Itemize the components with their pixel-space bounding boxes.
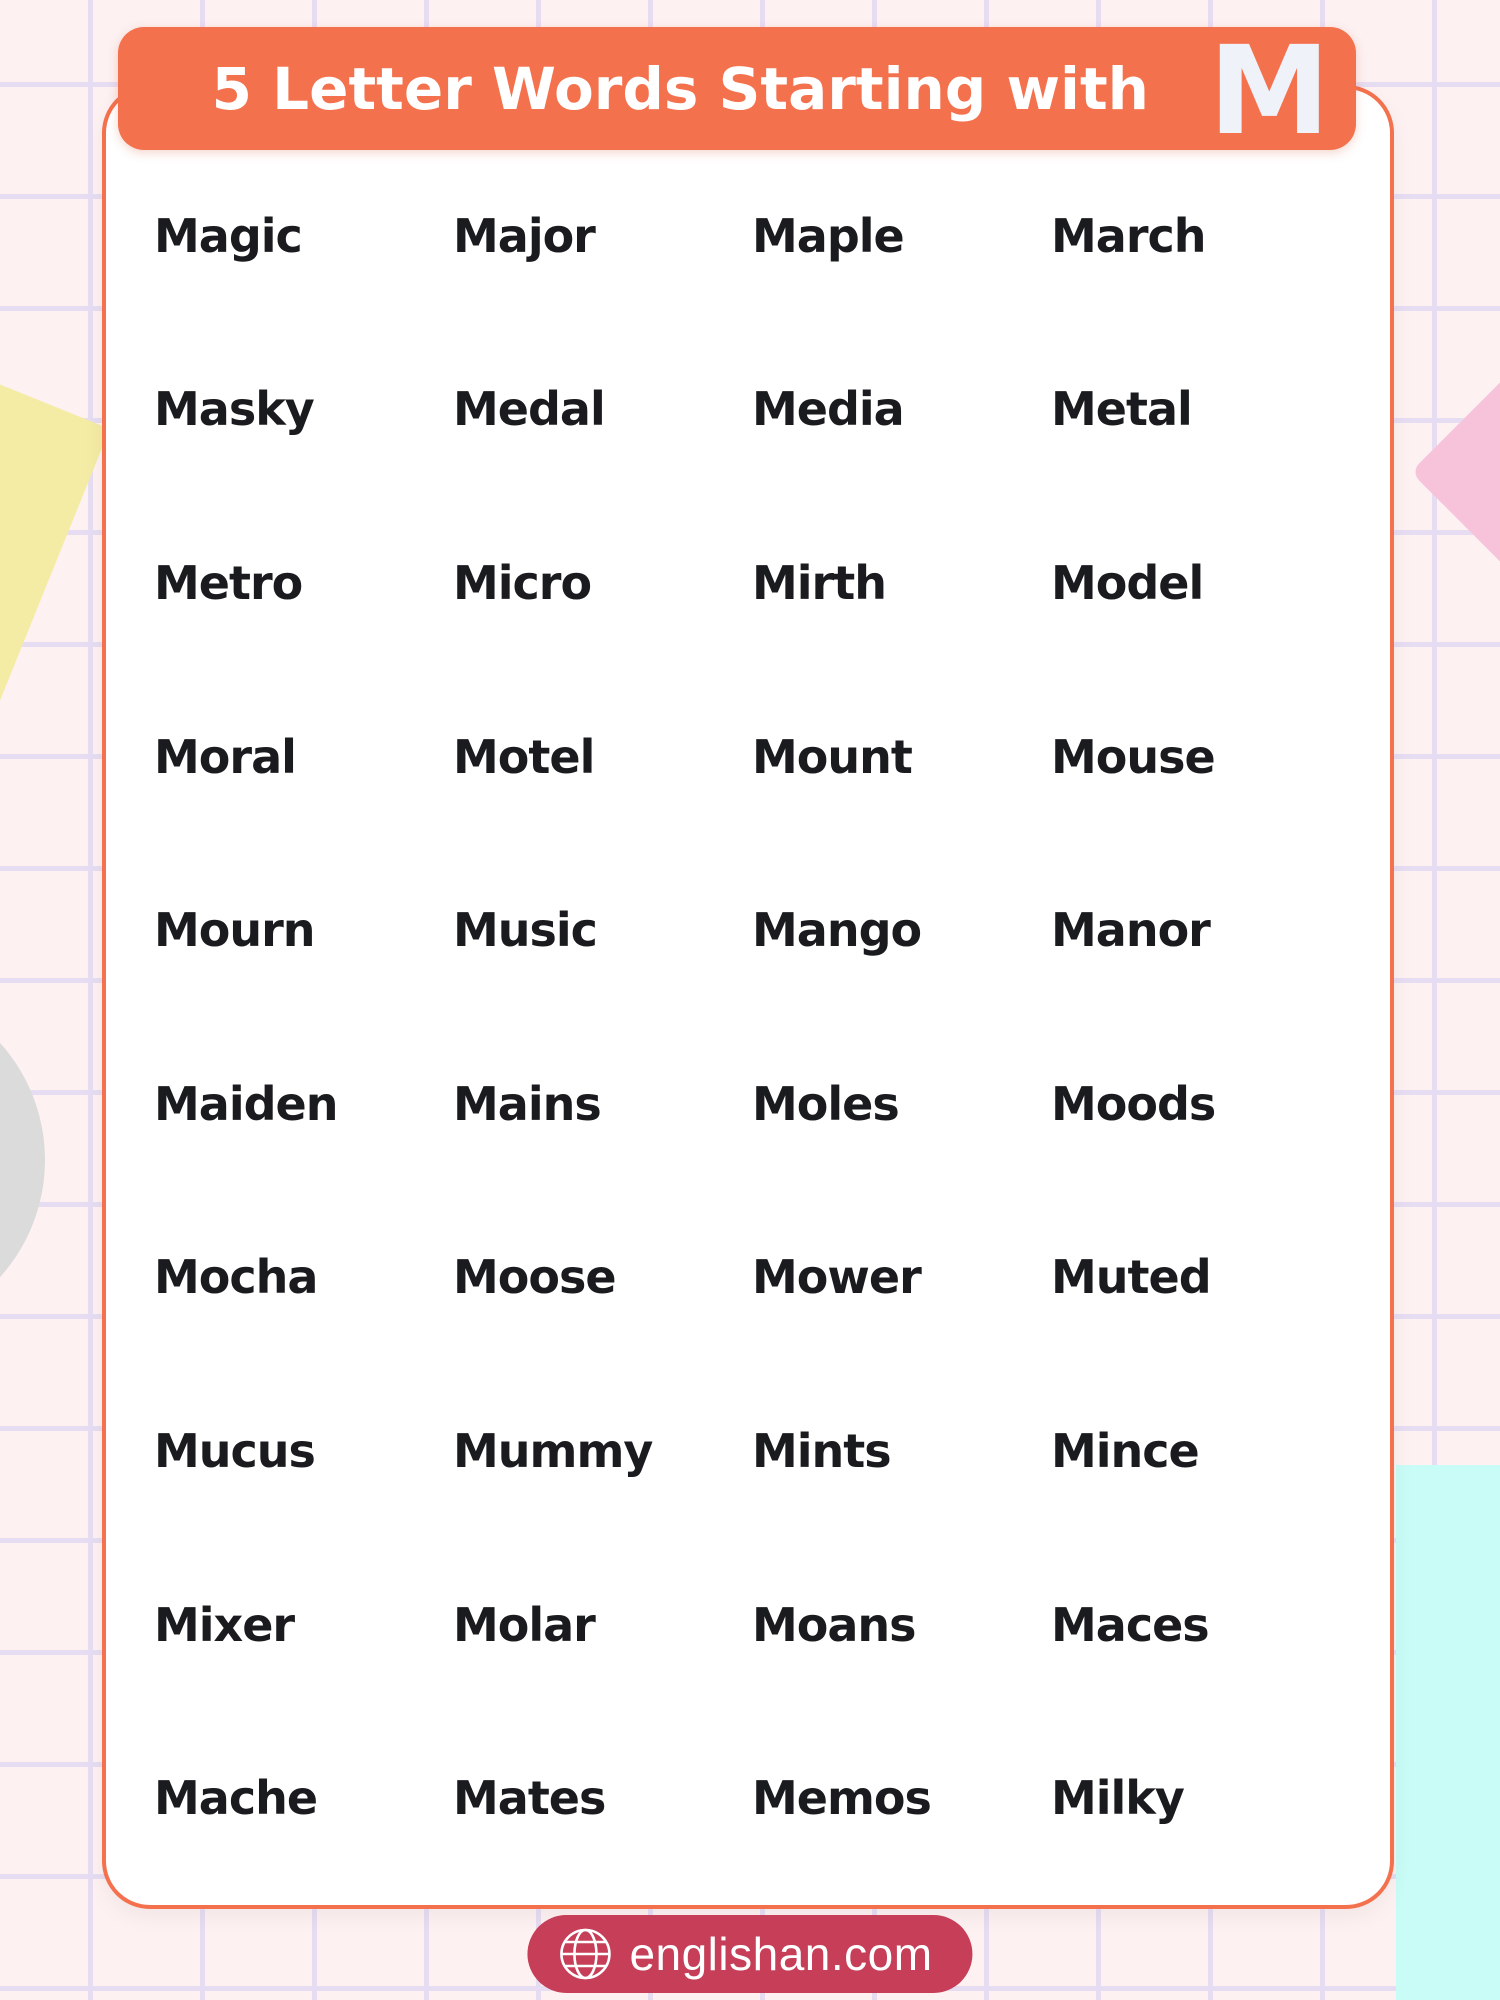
word-item: Muted [1051,1250,1212,1305]
word-item: Memos [752,1771,932,1826]
word-item: Moose [453,1250,617,1305]
word-item: Metal [1051,382,1193,437]
letter-badge: M [1208,20,1330,163]
word-item: Mints [752,1423,892,1478]
word-item: Mouse [1051,729,1216,784]
word-item: Magic [154,208,303,263]
word-item: Masky [154,382,315,437]
word-list-card: Magic Major Maple March Masky Medal Media Metal… [102,85,1394,1909]
word-item: Mains [453,1076,602,1131]
decor-pink-diamond [1410,337,1500,607]
globe-icon [560,1928,611,1980]
word-item: Music [453,903,598,958]
word-item: Mummy [453,1423,653,1478]
word-item: Medal [453,382,606,437]
word-item: Maces [1051,1597,1210,1652]
word-item: Mourn [154,903,316,958]
words-grid: Magic Major Maple March Masky Medal Media Metal… [154,149,1350,1885]
word-item: Manor [1051,903,1211,958]
word-item: Metro [154,555,303,610]
word-item: Major [453,208,596,263]
word-item: Mates [453,1771,606,1826]
decor-teal-shape [1396,1465,1500,2000]
word-item: Maple [752,208,905,263]
site-badge[interactable]: englishan.com [527,1915,973,1993]
word-item: Mirth [752,555,887,610]
word-item: Milky [1051,1771,1185,1826]
decor-yellow-shape [0,305,110,735]
word-item: Mince [1051,1423,1200,1478]
word-item: Motel [453,729,595,784]
word-item: Mount [752,729,913,784]
word-item: Mucus [154,1423,316,1478]
word-item: Micro [453,555,592,610]
word-item: Moles [752,1076,900,1131]
word-item: Molar [453,1597,596,1652]
decor-gray-circle [0,985,45,1335]
page-title: 5 Letter Words Starting with [211,54,1149,123]
word-item: Media [752,382,905,437]
word-item: Mixer [154,1597,295,1652]
word-item: Moans [752,1597,917,1652]
word-item: March [1051,208,1207,263]
word-item: Moods [1051,1076,1216,1131]
word-item: Mower [752,1250,922,1305]
word-item: Mocha [154,1250,318,1305]
word-item: Model [1051,555,1204,610]
site-url: englishan.com [629,1928,933,1980]
word-item: Moral [154,729,297,784]
word-item: Maiden [154,1076,338,1131]
word-item: Mango [752,903,922,958]
title-banner: 5 Letter Words Starting with M [118,20,1356,163]
word-item: Mache [154,1771,318,1826]
